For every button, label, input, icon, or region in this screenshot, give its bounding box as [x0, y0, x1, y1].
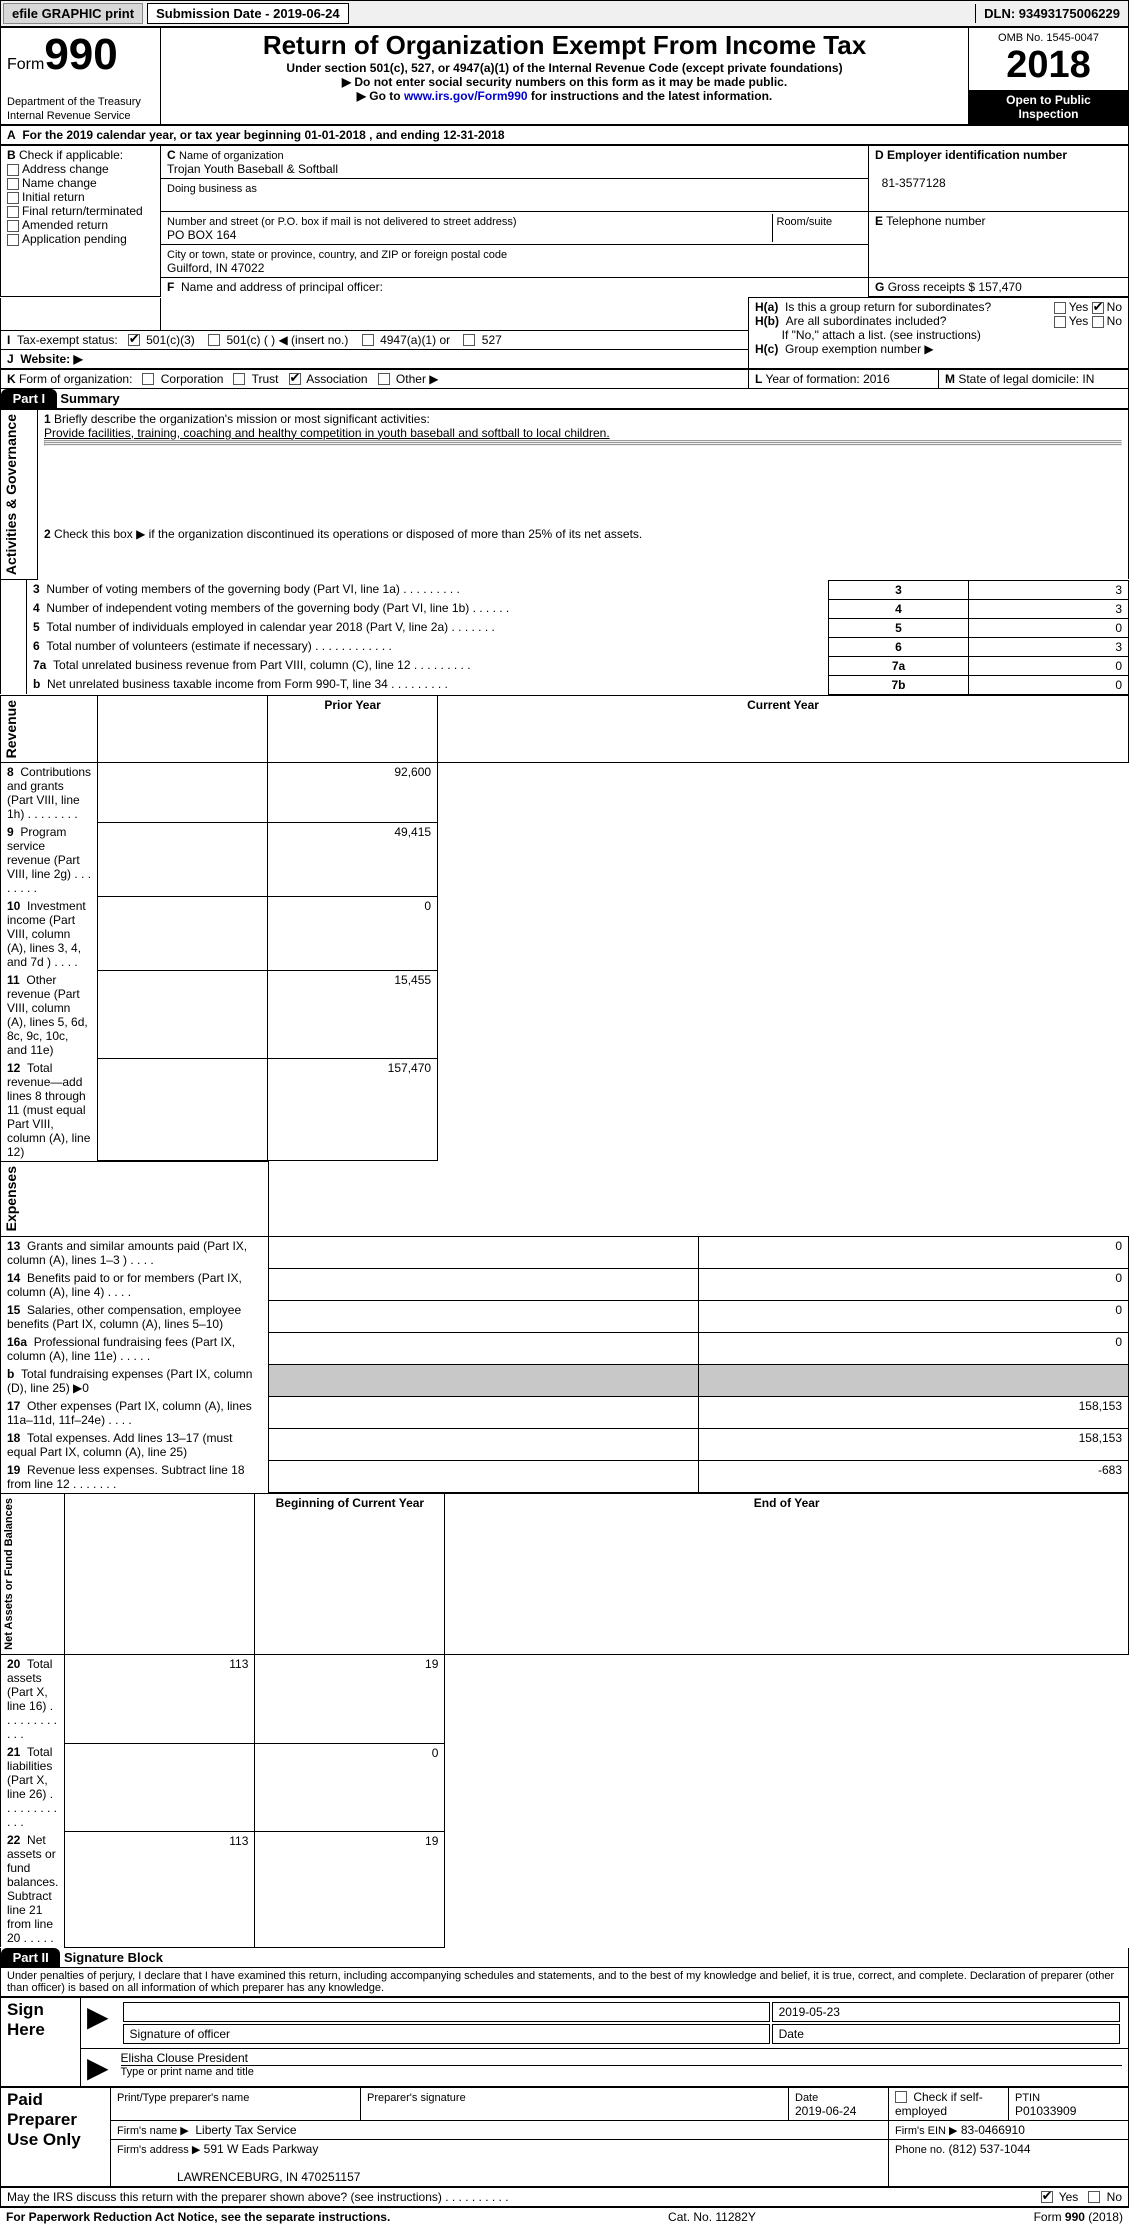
- checkbox-ha-yes[interactable]: [1054, 302, 1066, 314]
- section-i: I Tax-exempt status: 501(c)(3) 501(c) ( …: [1, 330, 749, 349]
- part2-header: Part II: [1, 1948, 60, 1967]
- checkbox-final-return[interactable]: [7, 206, 19, 218]
- revenue-table: Revenue Prior Year Current Year 8 Contri…: [0, 695, 1129, 1162]
- expenses-table: Expenses 13 Grants and similar amounts p…: [0, 1161, 1129, 1493]
- checkbox-assoc[interactable]: [289, 373, 301, 385]
- mission-text: Provide facilities, training, coaching a…: [44, 426, 610, 440]
- form-title: Return of Organization Exempt From Incom…: [167, 30, 962, 61]
- section-e: E Telephone number: [869, 212, 1129, 278]
- header-table: Form990 Department of the Treasury Inter…: [0, 27, 1129, 125]
- checkbox-501c3[interactable]: [128, 334, 140, 346]
- section-d: D Employer identification number 81-3577…: [869, 146, 1129, 212]
- checkbox-4947[interactable]: [362, 334, 374, 346]
- footer: For Paperwork Reduction Act Notice, see …: [0, 2207, 1129, 2226]
- discuss-row: May the IRS discuss this return with the…: [1, 2187, 1129, 2206]
- checkbox-501c[interactable]: [208, 334, 220, 346]
- part1-header: Part I: [1, 389, 57, 408]
- checkbox-527[interactable]: [463, 334, 475, 346]
- dept-irs: Internal Revenue Service: [7, 110, 131, 122]
- checkbox-discuss-yes[interactable]: [1041, 2191, 1053, 2203]
- part2-name: Signature Block: [64, 1950, 163, 1965]
- preparer-table: Paid Preparer Use Only Print/Type prepar…: [0, 2087, 1129, 2187]
- section-g: G Gross receipts $ 157,470: [869, 278, 1129, 297]
- section-c-dba: Doing business as: [161, 179, 869, 212]
- section-a: A For the 2019 calendar year, or tax yea…: [1, 126, 1129, 145]
- section-b: B Check if applicable: Address change Na…: [1, 146, 161, 297]
- checkbox-name-change[interactable]: [7, 178, 19, 190]
- form990-link[interactable]: www.irs.gov/Form990: [404, 89, 528, 103]
- paid-preparer-label: Paid Preparer Use Only: [7, 2090, 81, 2149]
- checkbox-other[interactable]: [378, 373, 390, 385]
- subtitle-3: ▶ Go to www.irs.gov/Form990 for instruct…: [167, 89, 962, 103]
- checkbox-application-pending[interactable]: [7, 234, 19, 246]
- section-c-street: Number and street (or P.O. box if mail i…: [161, 212, 869, 245]
- section-c-name: C Name of organization Trojan Youth Base…: [161, 146, 869, 179]
- efile-print-button[interactable]: efile GRAPHIC print: [3, 3, 143, 24]
- vlabel-netassets: Net Assets or Fund Balances: [1, 1494, 17, 1654]
- subtitle-1: Under section 501(c), 527, or 4947(a)(1)…: [167, 61, 962, 75]
- checkbox-amended-return[interactable]: [7, 220, 19, 232]
- section-f: F Name and address of principal officer:: [161, 278, 869, 297]
- open-to-public: Open to Public Inspection: [969, 91, 1129, 125]
- section-c-city: City or town, state or province, country…: [161, 245, 869, 278]
- officer-name: Elisha Clouse President: [121, 2051, 248, 2065]
- governance-rows: 3 Number of voting members of the govern…: [0, 580, 1129, 695]
- vlabel-expenses: Expenses: [1, 1162, 21, 1235]
- sign-here-label: Sign Here: [7, 2000, 45, 2039]
- vlabel-revenue: Revenue: [1, 696, 21, 762]
- part1-name: Summary: [60, 391, 119, 406]
- checkbox-address-change[interactable]: [7, 164, 19, 176]
- section-j: J Website: ▶: [1, 349, 749, 368]
- subtitle-2: ▶ Do not enter social security numbers o…: [167, 75, 962, 89]
- section-l: L Year of formation: 2016: [749, 369, 939, 388]
- vlabel-governance: Activities & Governance: [1, 410, 21, 579]
- section-k: K Form of organization: Corporation Trus…: [1, 369, 749, 388]
- signature-table: Sign Here ▶ 2019-05-23 Signature of offi…: [0, 1997, 1129, 2087]
- perjury-declaration: Under penalties of perjury, I declare th…: [0, 1968, 1129, 1997]
- section-h: H(a) Is this a group return for subordin…: [749, 298, 1129, 369]
- checkbox-self-employed[interactable]: [895, 2091, 907, 2103]
- submission-date: Submission Date - 2019-06-24: [147, 3, 349, 24]
- dept-treasury: Department of the Treasury: [7, 96, 141, 108]
- dln: DLN: 93493175006229: [975, 4, 1128, 23]
- checkbox-ha-no[interactable]: [1092, 302, 1104, 314]
- form-label: Form990: [7, 56, 118, 73]
- checkbox-hb-yes[interactable]: [1054, 316, 1066, 328]
- section-m: M State of legal domicile: IN: [939, 369, 1129, 388]
- netassets-table: Net Assets or Fund Balances Beginning of…: [0, 1493, 1129, 1947]
- tax-year: 2018: [975, 44, 1122, 87]
- topbar: efile GRAPHIC print Submission Date - 20…: [0, 0, 1129, 27]
- checkbox-initial-return[interactable]: [7, 192, 19, 204]
- checkbox-discuss-no[interactable]: [1088, 2191, 1100, 2203]
- checkbox-trust[interactable]: [233, 373, 245, 385]
- checkbox-corp[interactable]: [142, 373, 154, 385]
- omb-number: OMB No. 1545-0047: [998, 32, 1099, 44]
- checkbox-hb-no[interactable]: [1092, 316, 1104, 328]
- part1-table: Activities & Governance 1 Briefly descri…: [0, 409, 1129, 580]
